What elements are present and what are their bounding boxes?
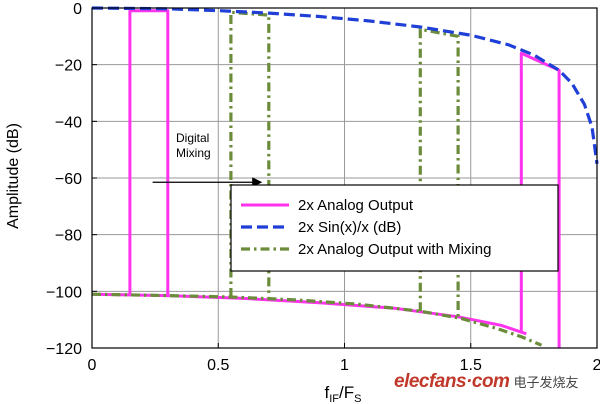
x-label-slash-f: /F [339,383,354,402]
series-line-segment [91,292,543,347]
axis-ticks: 0 0.5 1 1.5 2 0 −20 −40 −60 −80 −100 −120 [46,1,600,374]
y-tick-label: −120 [46,341,82,358]
y-tick-label: −20 [55,58,82,75]
y-tick-label: −40 [55,114,82,131]
series-1 [91,9,561,348]
x-tick-label: 0.5 [207,357,229,374]
series-line-segment [418,27,460,318]
legend-label: 2x Analog Output with Mixing [298,241,491,258]
y-axis-label: Amplitude (dB) [5,123,22,229]
watermark-logo: elecfans·com [394,371,510,392]
x-tick-label: 2 [593,357,600,374]
series-3 [91,10,543,347]
annotation-text: Mixing [176,146,211,160]
legend-label: 2x Sin(x)/x (dB) [298,219,401,236]
watermark-cn-text: 电子发烧友 [513,375,579,390]
x-axis-label: fIF/FS [325,383,362,404]
annotation-text: Digital [176,131,209,145]
y-tick-label: −100 [46,284,82,301]
legend-label: 2x Analog Output [298,197,414,214]
x-label-f: f [325,383,330,402]
x-label-sub-if: IF [329,393,339,404]
x-tick-label: 0 [88,357,97,374]
x-label-sub-s: S [354,393,361,404]
y-tick-label: −60 [55,171,82,188]
watermark: elecfans·com 电子发烧友 [394,371,578,393]
legend: 2x Analog Output 2x Sin(x)/x (dB) 2x Analo… [230,184,559,272]
series-line-segment [91,292,527,336]
series-line-segment [229,10,271,300]
series-line-segment [128,9,170,296]
legend-box [230,184,559,272]
y-tick-label: 0 [73,1,82,18]
x-tick-label: 1.5 [460,357,482,374]
y-tick-label: −80 [55,228,82,245]
x-tick-label: 1 [340,357,349,374]
